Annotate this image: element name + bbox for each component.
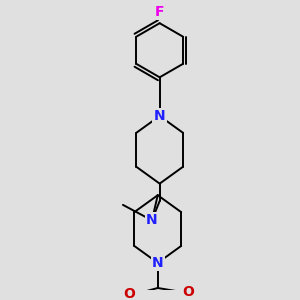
Text: O: O (123, 287, 135, 300)
Text: O: O (183, 285, 195, 299)
Text: F: F (155, 4, 164, 19)
Text: N: N (154, 109, 166, 123)
Text: N: N (152, 256, 164, 270)
Text: N: N (146, 213, 158, 227)
